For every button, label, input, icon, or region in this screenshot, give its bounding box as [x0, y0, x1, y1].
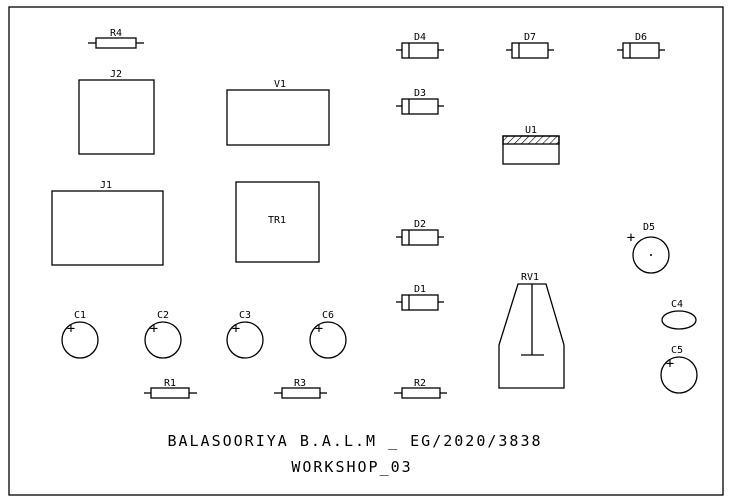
label-c4: C4 [671, 299, 683, 310]
label-rv1: RV1 [521, 272, 539, 283]
label-c1: C1 [74, 310, 86, 321]
label-j2: J2 [110, 69, 122, 80]
label-r1: R1 [164, 378, 176, 389]
title-line-1: BALASOORIYA B.A.L.M _ EG/2020/3838 [167, 432, 542, 450]
transformer-tr1: TR1 [235, 181, 320, 263]
connector-v1: V1 [226, 79, 330, 146]
resistor-r4: R4 [88, 28, 144, 49]
capacitor-c1: C1 + [61, 310, 99, 359]
label-c5: C5 [671, 345, 683, 356]
label-v1: V1 [274, 79, 286, 90]
polarity-c3: + [232, 321, 240, 337]
diode-d7: D7 [506, 32, 554, 59]
capacitor-c5: C5 + [660, 345, 698, 394]
capacitor-c6: C6 + [309, 310, 347, 359]
resistor-r1: R1 [144, 378, 197, 399]
label-tr1: TR1 [268, 215, 286, 226]
label-r2: R2 [414, 378, 426, 389]
label-u1: U1 [525, 125, 537, 136]
label-d2: D2 [414, 219, 426, 230]
capacitor-c3: C3 + [226, 310, 264, 359]
title-line-2: WORKSHOP_03 [291, 458, 412, 476]
label-c3: C3 [239, 310, 251, 321]
diode-d6: D6 [617, 32, 665, 59]
capacitor-c4: C4 [661, 299, 697, 330]
label-j1: J1 [100, 180, 112, 191]
resistor-r2: R2 [394, 378, 447, 399]
polarity-c1: + [67, 321, 75, 337]
label-r3: R3 [294, 378, 306, 389]
label-d4: D4 [414, 32, 426, 43]
led-d5: D5 + [627, 222, 670, 274]
diode-d1: D1 [396, 284, 444, 311]
diode-d2: D2 [396, 219, 444, 246]
label-r4: R4 [110, 28, 122, 39]
connector-j1: J1 [51, 180, 164, 266]
board-outline [8, 6, 724, 496]
label-d3: D3 [414, 88, 426, 99]
polarity-c2: + [150, 321, 158, 337]
label-d5: D5 [643, 222, 655, 233]
diode-d4: D4 [396, 32, 444, 59]
polarity-d5: + [627, 230, 635, 246]
regulator-u1: U1 [502, 125, 560, 165]
label-d1: D1 [414, 284, 426, 295]
resistor-r3: R3 [274, 378, 327, 399]
polarity-c6: + [315, 321, 323, 337]
potentiometer-rv1: RV1 [498, 272, 565, 389]
label-c6: C6 [322, 310, 334, 321]
diode-d3: D3 [396, 88, 444, 115]
connector-j2: J2 [78, 69, 155, 155]
capacitor-c2: C2 + [144, 310, 182, 359]
label-d6: D6 [635, 32, 647, 43]
label-d7: D7 [524, 32, 536, 43]
label-c2: C2 [157, 310, 169, 321]
polarity-c5: + [666, 356, 674, 372]
